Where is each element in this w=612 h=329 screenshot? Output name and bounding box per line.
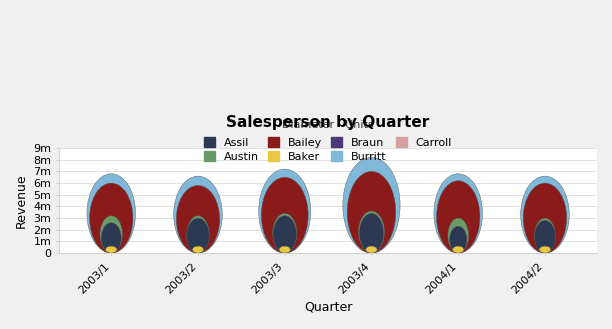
Ellipse shape — [534, 220, 555, 253]
Ellipse shape — [259, 169, 311, 253]
Ellipse shape — [343, 158, 400, 253]
Ellipse shape — [539, 246, 551, 253]
Ellipse shape — [448, 218, 469, 253]
Text: Diameter - Units: Diameter - Units — [282, 120, 374, 130]
Ellipse shape — [434, 174, 482, 253]
Ellipse shape — [106, 246, 117, 253]
X-axis label: Quarter: Quarter — [304, 301, 353, 314]
Ellipse shape — [89, 183, 133, 253]
Ellipse shape — [359, 214, 384, 253]
Ellipse shape — [174, 176, 222, 253]
Ellipse shape — [436, 181, 480, 253]
Ellipse shape — [176, 186, 220, 253]
Legend: Assil, Austin, Bailey, Baker, Braun, Burritt, Carroll: Assil, Austin, Bailey, Baker, Braun, Bur… — [202, 135, 454, 164]
Ellipse shape — [187, 216, 209, 253]
Ellipse shape — [359, 211, 384, 253]
Ellipse shape — [452, 246, 464, 253]
Ellipse shape — [521, 176, 569, 253]
Ellipse shape — [279, 246, 290, 253]
Ellipse shape — [366, 246, 377, 253]
Ellipse shape — [272, 214, 297, 253]
Y-axis label: Revenue: Revenue — [15, 173, 28, 228]
Ellipse shape — [347, 171, 396, 253]
Ellipse shape — [192, 246, 204, 253]
Ellipse shape — [187, 218, 209, 253]
Ellipse shape — [101, 223, 121, 253]
Title: Salesperson by Quarter: Salesperson by Quarter — [226, 115, 430, 130]
Ellipse shape — [261, 177, 308, 253]
Ellipse shape — [523, 183, 567, 253]
Ellipse shape — [87, 174, 135, 253]
Ellipse shape — [534, 218, 555, 253]
Ellipse shape — [273, 216, 296, 253]
Ellipse shape — [450, 226, 467, 253]
Ellipse shape — [100, 216, 122, 253]
